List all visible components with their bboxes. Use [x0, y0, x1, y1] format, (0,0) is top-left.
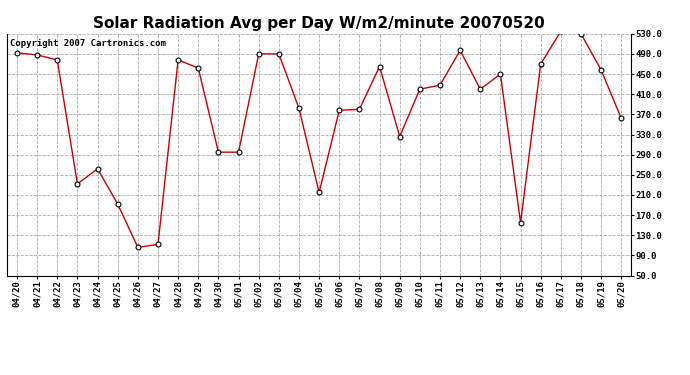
Title: Solar Radiation Avg per Day W/m2/minute 20070520: Solar Radiation Avg per Day W/m2/minute … [93, 16, 545, 31]
Text: Copyright 2007 Cartronics.com: Copyright 2007 Cartronics.com [10, 39, 166, 48]
